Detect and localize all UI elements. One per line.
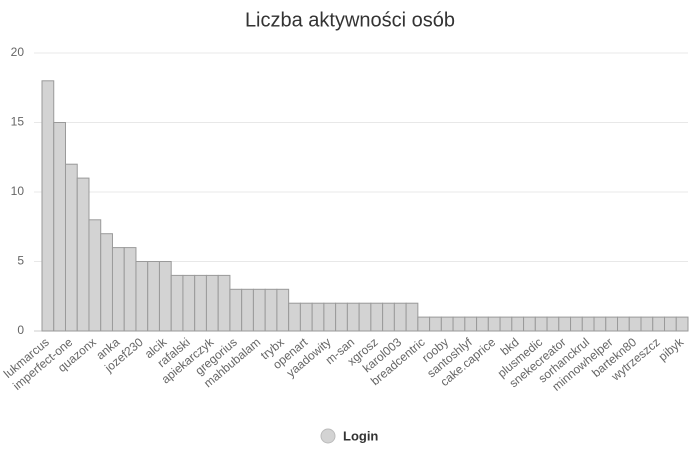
bar: [464, 316, 478, 332]
bar: [76, 177, 90, 332]
bar: [593, 316, 607, 332]
bar: [523, 316, 536, 332]
bar: [41, 80, 55, 332]
bar: [675, 316, 689, 332]
bar: [581, 316, 595, 332]
bar: [147, 261, 160, 332]
bar: [417, 316, 431, 332]
y-tick-label: 15: [11, 115, 25, 129]
bar: [182, 274, 196, 332]
bar: [323, 302, 337, 332]
bar: [205, 274, 219, 332]
bar: [499, 316, 513, 332]
bar: [229, 288, 243, 332]
x-tick-label: pibyk: [656, 334, 687, 363]
bar: [393, 302, 407, 332]
bar: [511, 316, 525, 332]
bar: [111, 247, 125, 332]
bar: [487, 316, 501, 332]
bar: [170, 274, 184, 332]
legend-marker: [320, 428, 336, 444]
bar: [123, 247, 137, 332]
bar: [440, 316, 454, 332]
bar: [476, 316, 489, 332]
bar: [100, 233, 113, 332]
bar: [558, 316, 572, 332]
bar: [617, 316, 630, 332]
bar: [311, 302, 325, 332]
bar: [53, 122, 66, 332]
bar: [405, 302, 419, 332]
legend-label: Login: [343, 428, 378, 443]
bar: [429, 316, 442, 332]
bar: [640, 316, 654, 332]
bar: [534, 316, 548, 332]
bar: [217, 274, 231, 332]
bar: [194, 274, 207, 332]
bar: [664, 316, 677, 332]
y-tick-label: 0: [17, 323, 24, 337]
bar: [241, 288, 254, 332]
bar: [652, 316, 666, 332]
bar: [299, 302, 313, 332]
bar: [64, 163, 78, 332]
bar: [158, 261, 172, 332]
y-tick-label: 20: [11, 45, 25, 59]
bar: [546, 316, 560, 332]
bar: [264, 288, 278, 332]
y-tick-label: 5: [17, 254, 24, 268]
bar: [358, 302, 372, 332]
bar: [252, 288, 266, 332]
bar: [570, 316, 583, 332]
bar: [276, 288, 290, 332]
y-tick-label: 10: [11, 184, 25, 198]
bar: [370, 302, 384, 332]
bar: [605, 316, 619, 332]
bar: [135, 261, 149, 332]
bar: [335, 302, 348, 332]
bar: [88, 219, 102, 332]
bar: [288, 302, 301, 332]
bar: [452, 316, 466, 332]
bar: [346, 302, 360, 332]
chart-title: Liczba aktywności osób: [245, 9, 455, 31]
bar: [382, 302, 395, 332]
bar: [628, 316, 642, 332]
